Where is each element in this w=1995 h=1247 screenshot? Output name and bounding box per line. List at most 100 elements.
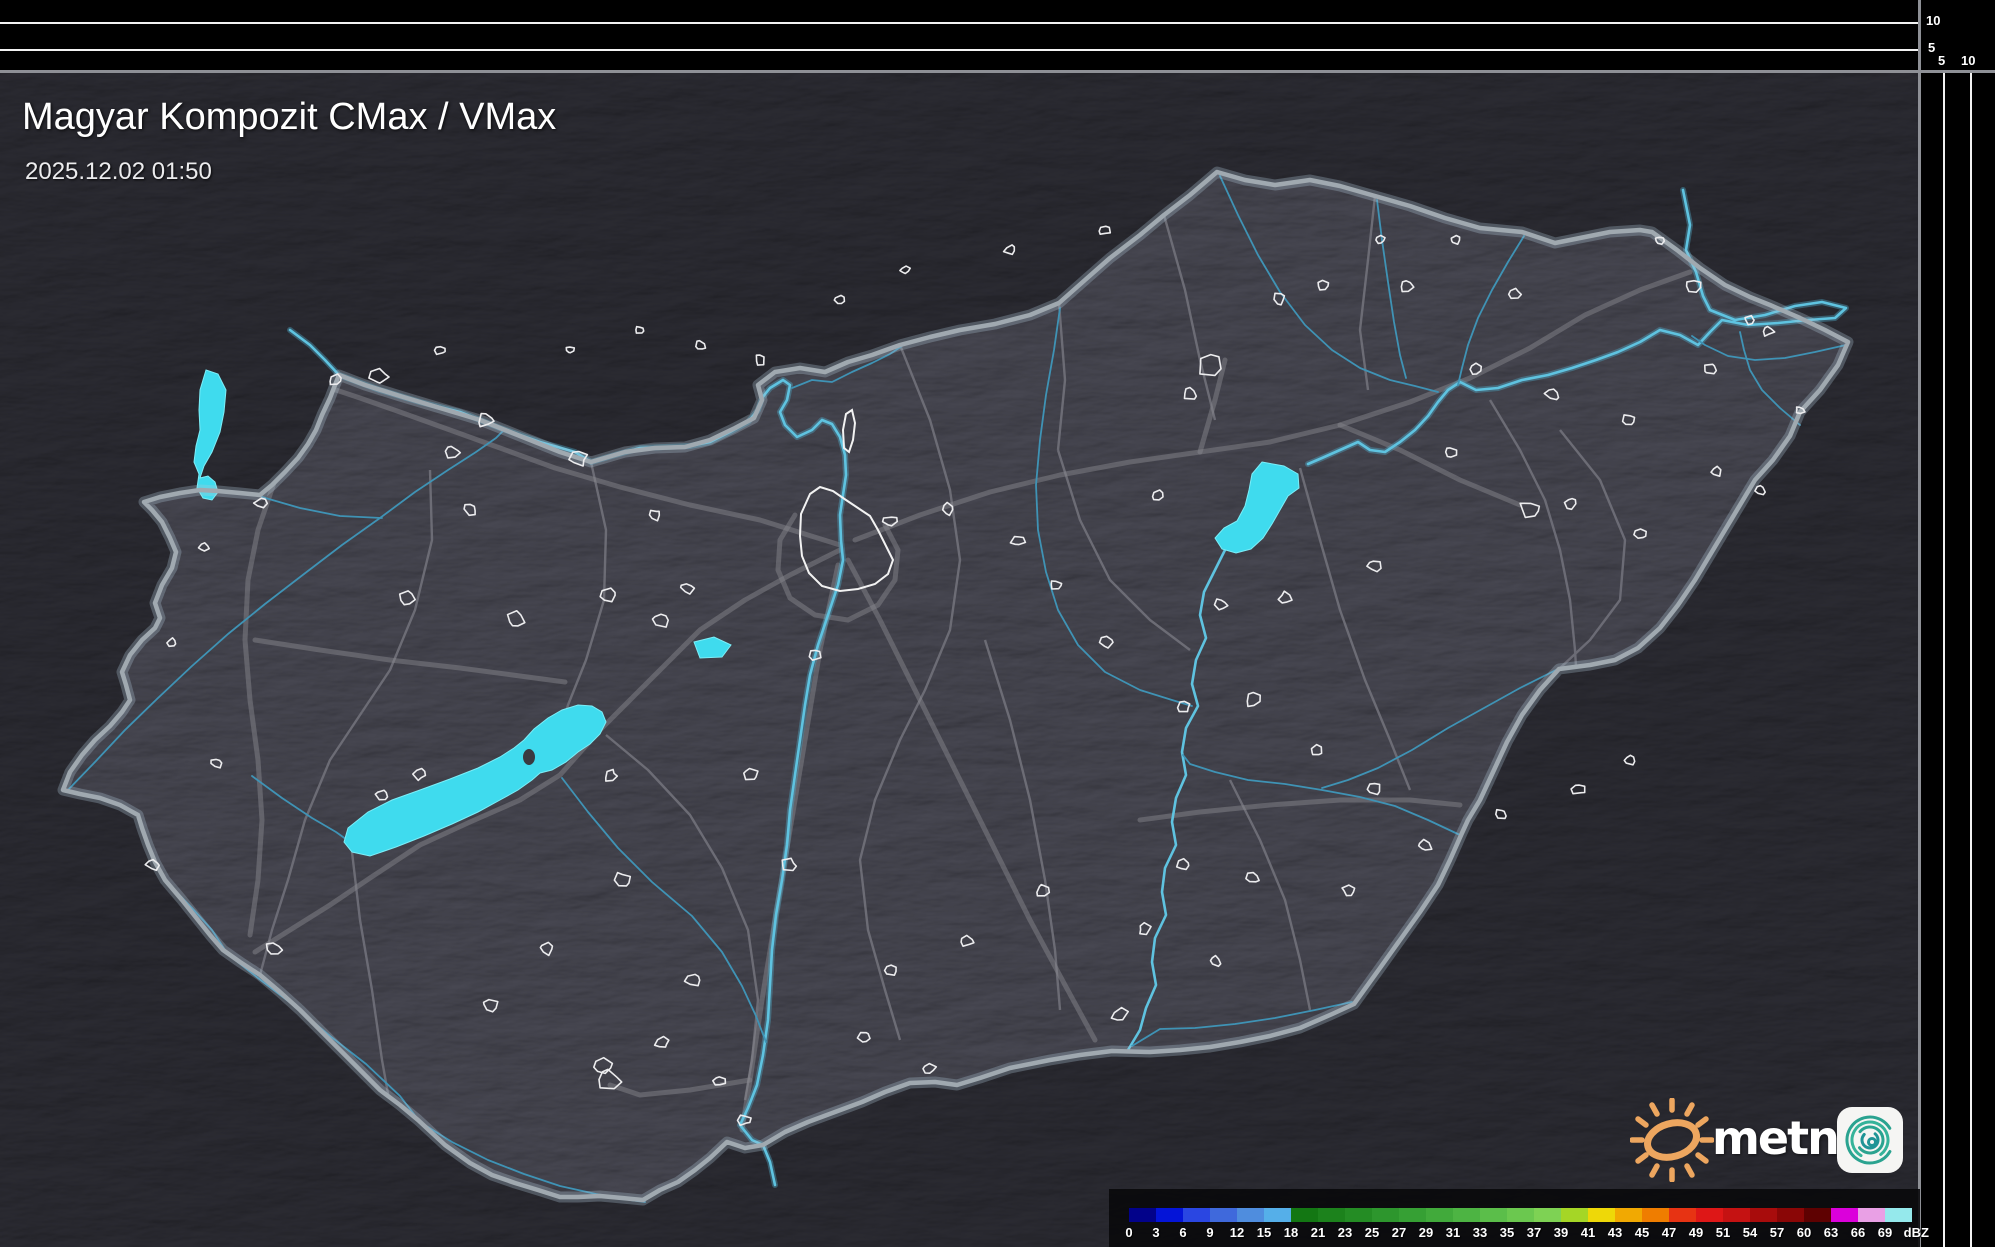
settlement-outline [1151, 489, 1164, 501]
settlement-outlines [144, 225, 1806, 1127]
legend-tick-label: 15 [1256, 1225, 1272, 1240]
settlement-outline [1543, 388, 1560, 401]
legend-tick-label: 63 [1823, 1225, 1839, 1240]
settlement-outline [883, 964, 897, 976]
settlement-outline [1273, 292, 1286, 306]
settlement-outline [653, 1035, 670, 1048]
settlement-outline [1563, 497, 1577, 511]
settlement-outline [922, 1062, 938, 1074]
settlement-outline [1098, 225, 1112, 235]
legend-tick-label: 21 [1310, 1225, 1326, 1240]
settlement-outline [1495, 808, 1507, 820]
settlement-outline [743, 767, 759, 781]
settlement-outline [781, 857, 798, 872]
settlement-outline [1685, 279, 1702, 293]
settlement-outline [755, 354, 765, 366]
hungary-radar-map [0, 72, 1920, 1247]
settlement-outline [1310, 743, 1323, 756]
settlement-outline [1036, 883, 1051, 897]
settlement-outline [1176, 700, 1191, 713]
settlement-outline [712, 1076, 727, 1086]
lake-balaton [343, 704, 607, 857]
settlement-outline [1795, 406, 1806, 415]
legend-color-segment [1426, 1208, 1453, 1222]
settlement-outline [1762, 325, 1776, 337]
settlement-outline [252, 497, 269, 509]
legend-color-segment [1858, 1208, 1885, 1222]
settlement-outline [1050, 580, 1063, 590]
legend-color-segment [1615, 1208, 1642, 1222]
settlement-outline [1199, 353, 1222, 377]
legend-tick-label: 49 [1688, 1225, 1704, 1240]
legend-color-segment [1831, 1208, 1858, 1222]
settlement-outline [881, 516, 898, 527]
settlement-outline [398, 590, 416, 606]
tihany-peninsula [523, 749, 535, 765]
settlement-outline [899, 265, 911, 275]
settlement-outline [568, 450, 589, 467]
settlement-outline [635, 325, 645, 334]
settlement-outline [1110, 1006, 1129, 1021]
right-axis-label-10: 10 [1961, 53, 1976, 68]
settlement-outline [144, 858, 160, 872]
legend-tick-label: 3 [1152, 1225, 1160, 1240]
settlement-outline [1009, 535, 1027, 546]
legend-color-segment [1885, 1208, 1912, 1222]
settlement-outline [679, 583, 696, 595]
profile-divider-horizontal [0, 70, 1995, 73]
legend-color-segment [1129, 1208, 1156, 1222]
legend-color-segment [1291, 1208, 1318, 1222]
profile-divider-vertical [1918, 0, 1921, 1247]
settlement-outline [1417, 838, 1433, 851]
settlement-outline [1277, 590, 1293, 604]
page-title: Magyar Kompozit CMax / VMax [22, 96, 557, 138]
legend-color-segment [1156, 1208, 1183, 1222]
settlement-outline [1704, 363, 1718, 375]
legend-color-segment [1696, 1208, 1723, 1222]
settlement-outline [1450, 234, 1461, 245]
sun-icon [1630, 1098, 1714, 1182]
settlement-outline [856, 1031, 871, 1043]
settlement-outline [1139, 921, 1152, 936]
settlement-outline [210, 758, 223, 769]
settlement-outline [1366, 560, 1382, 573]
settlement-outline [444, 445, 462, 459]
major-roads [242, 269, 1693, 1133]
settlement-outline [1175, 857, 1190, 871]
legend-tick-label: 43 [1607, 1225, 1623, 1240]
legend-tick-label: 6 [1179, 1225, 1187, 1240]
legend-color-segment [1777, 1208, 1804, 1222]
legend-color-segment [1210, 1208, 1237, 1222]
legend-color-segment [1750, 1208, 1777, 1222]
legend-tick-label: 9 [1206, 1225, 1214, 1240]
legend-color-segment [1642, 1208, 1669, 1222]
legend-tick-label: 69 [1877, 1225, 1893, 1240]
legend-color-segment [1507, 1208, 1534, 1222]
settlement-outline [1570, 784, 1586, 795]
settlement-outline [1366, 782, 1381, 796]
legend-tick-label: 23 [1337, 1225, 1353, 1240]
settlement-outline [599, 587, 616, 603]
settlement-outline [329, 373, 342, 386]
legend-tick-label: 29 [1418, 1225, 1434, 1240]
legend-color-segment [1399, 1208, 1426, 1222]
settlement-outline [1400, 280, 1415, 293]
legend-tick-label: 39 [1553, 1225, 1569, 1240]
right-axis-label-5: 5 [1938, 53, 1946, 68]
settlement-outline [648, 509, 661, 522]
county-borders [258, 195, 1627, 1106]
legend-tick-label: 41 [1580, 1225, 1596, 1240]
settlement-outline [683, 973, 701, 987]
legend-color-segment [1534, 1208, 1561, 1222]
settlement-outline [1183, 386, 1198, 400]
settlement-outline [695, 339, 707, 350]
sun-rays [1630, 1098, 1714, 1182]
settlement-outline [166, 637, 177, 648]
legend-color-segment [1183, 1208, 1210, 1222]
settlement-outline [1623, 754, 1636, 766]
settlement-outline [613, 871, 632, 887]
settlement-outline [265, 942, 284, 955]
legend-color-segment [1669, 1208, 1696, 1222]
legend-tick-label: 12 [1229, 1225, 1245, 1240]
legend-color-segment [1345, 1208, 1372, 1222]
